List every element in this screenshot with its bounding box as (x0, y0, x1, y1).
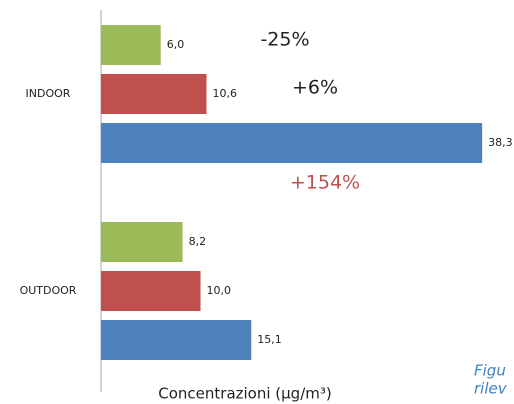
value-label: 10,6 (212, 87, 237, 100)
annotation: -25% (260, 29, 309, 51)
caption-fragment: rilev (474, 380, 508, 398)
annotation: +6% (292, 77, 338, 99)
bar (101, 271, 201, 311)
value-label: 8,2 (189, 235, 207, 248)
bar (101, 123, 483, 163)
bar (101, 222, 183, 262)
category-label: OUTDOOR (20, 284, 77, 297)
value-label: 10,0 (207, 284, 232, 297)
annotation: +154% (290, 172, 360, 194)
category-label: INDOOR (26, 87, 71, 100)
x-axis-label: Concentrazioni (µg/m³) (158, 385, 332, 403)
value-label: 6,0 (167, 38, 185, 51)
value-label: 15,1 (257, 333, 282, 346)
bar (101, 25, 161, 65)
value-label: 38,3 (488, 136, 512, 149)
bar (101, 320, 252, 360)
caption-fragment: Figu (474, 362, 506, 380)
bar (101, 74, 207, 114)
